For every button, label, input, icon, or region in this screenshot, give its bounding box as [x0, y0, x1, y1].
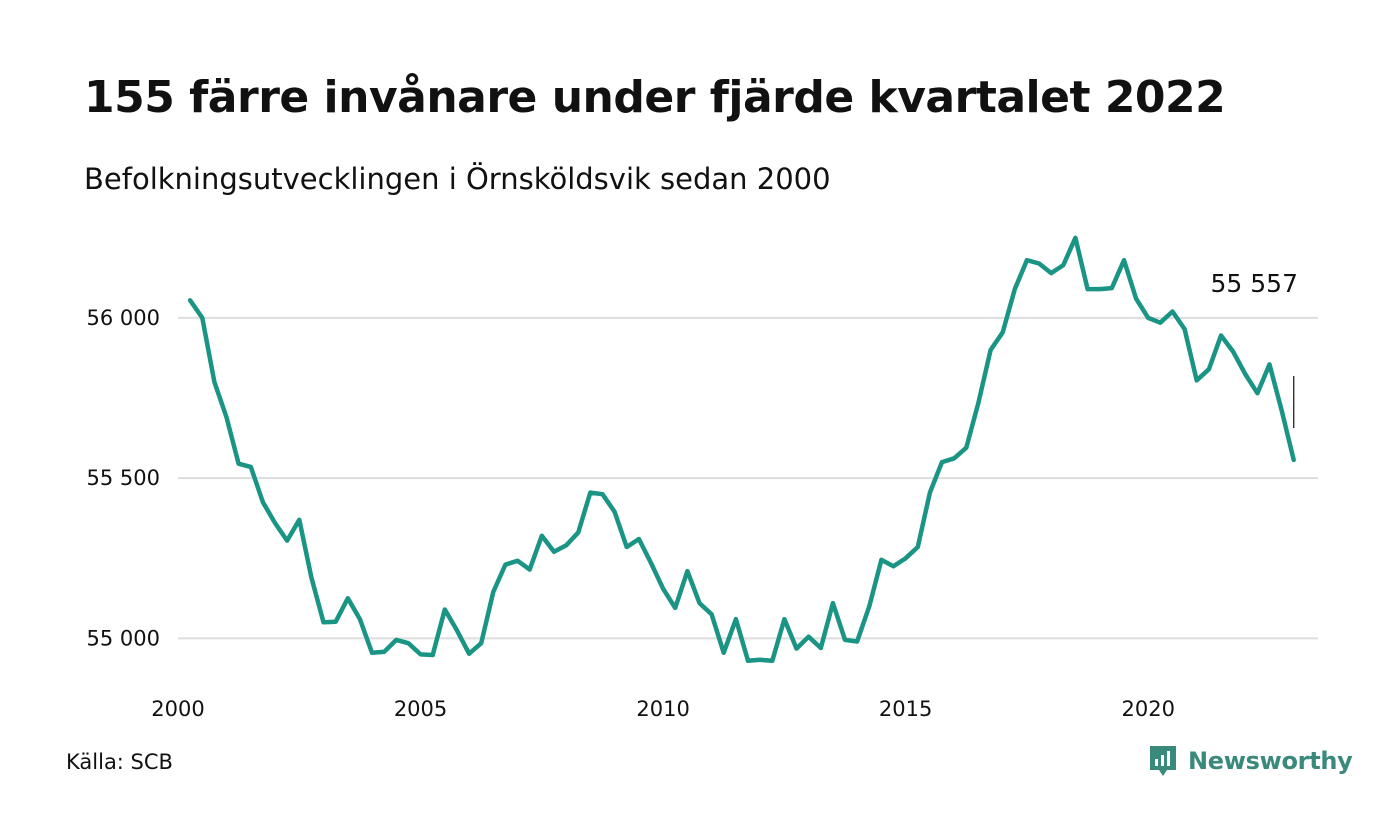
x-tick-label-1: 2005: [394, 697, 447, 721]
chart-subtitle: Befolkningsutvecklingen i Örnsköldsvik s…: [84, 162, 831, 196]
brand-name: Newsworthy: [1188, 747, 1353, 775]
last-value-label: 55 557: [1211, 269, 1298, 298]
brand-logo[interactable]: Newsworthy: [1148, 744, 1353, 778]
population-series-line: [187, 235, 1296, 664]
x-tick-label-2: 2010: [636, 697, 689, 721]
newsworthy-logo-icon: [1150, 746, 1176, 776]
source-note: Källa: SCB: [66, 750, 173, 774]
chart-title: 155 färre invånare under fjärde kvartale…: [84, 72, 1226, 123]
grid-lines: [178, 316, 1318, 640]
annotation-layer: 55 557: [1211, 269, 1298, 428]
y-tick-label-2: 56 000: [87, 306, 160, 330]
x-tick-label-4: 2020: [1121, 697, 1174, 721]
x-tick-label-3: 2015: [879, 697, 932, 721]
x-axis-ticks: 2000 2005 2010 2015 2020: [151, 697, 1175, 721]
y-tick-label-0: 55 000: [87, 626, 160, 650]
y-axis-ticks: 55 000 55 500 56 000: [87, 306, 160, 650]
y-tick-label-1: 55 500: [87, 466, 160, 490]
x-tick-label-0: 2000: [151, 697, 204, 721]
series-layer: [187, 235, 1296, 664]
